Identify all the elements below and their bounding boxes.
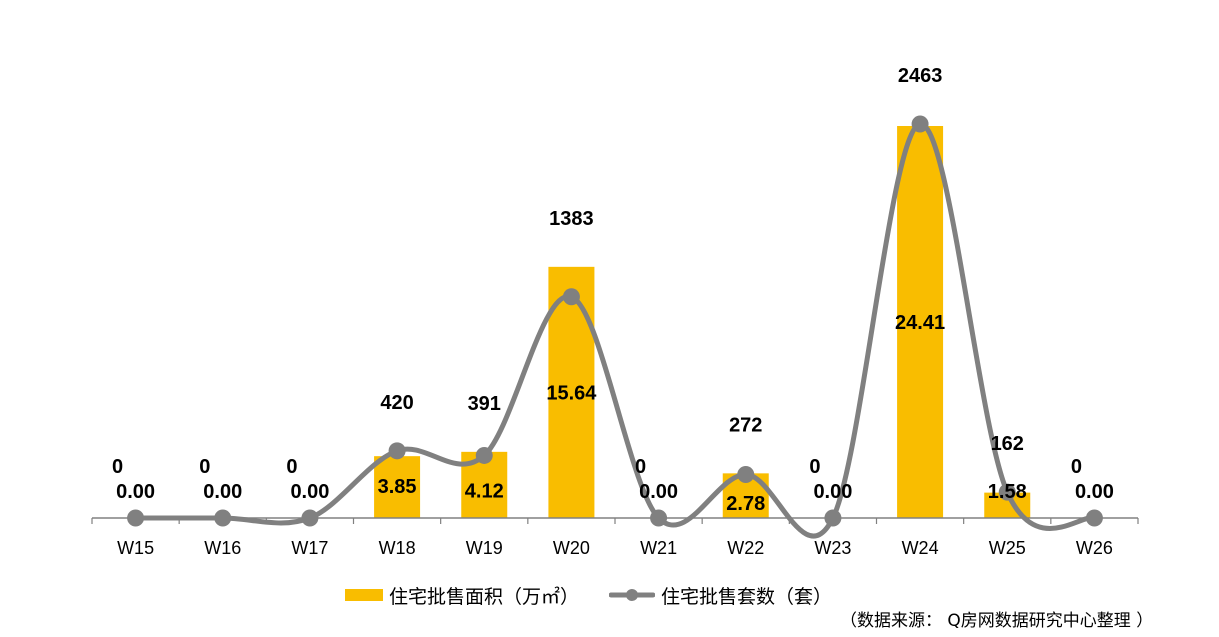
area-label: 0.00 bbox=[1075, 481, 1114, 503]
legend-line-swatch bbox=[609, 589, 656, 601]
count-label: 0 bbox=[199, 456, 210, 478]
x-tick-label: W26 bbox=[1076, 538, 1113, 558]
line-point-W25 bbox=[998, 483, 1016, 501]
x-tick-label: W18 bbox=[379, 538, 416, 558]
line-point-W18 bbox=[388, 442, 406, 460]
area-label: 3.85 bbox=[378, 476, 417, 498]
area-label: 0.00 bbox=[290, 481, 329, 503]
line-point-W15 bbox=[127, 509, 145, 527]
line-point-W19 bbox=[475, 446, 493, 464]
count-label: 0 bbox=[809, 456, 820, 478]
area-label: 15.64 bbox=[546, 382, 597, 404]
count-label: 2463 bbox=[898, 65, 943, 87]
area-label: 4.12 bbox=[465, 480, 504, 502]
count-label: 0 bbox=[1071, 456, 1082, 478]
x-tick-label: W19 bbox=[466, 538, 503, 558]
count-label: 0 bbox=[635, 456, 646, 478]
count-label: 391 bbox=[468, 393, 501, 415]
x-tick-label: W17 bbox=[291, 538, 328, 558]
line-point-W16 bbox=[214, 509, 232, 527]
area-label: 0.00 bbox=[813, 481, 852, 503]
count-label: 0 bbox=[112, 456, 123, 478]
legend-bar-swatch bbox=[345, 589, 383, 601]
count-label: 272 bbox=[729, 414, 762, 436]
bar-W18 bbox=[374, 456, 421, 518]
legend: 住宅批售面积（万㎡） 住宅批售套数（套） bbox=[345, 580, 862, 610]
x-tick-label: W21 bbox=[640, 538, 677, 558]
source-note: （数据来源： Q房网数据研究中心整理 ） bbox=[840, 611, 1154, 631]
legend-bar-label: 住宅批售面积（万㎡） bbox=[389, 585, 580, 608]
legend-line-label: 住宅批售套数（套） bbox=[661, 585, 833, 608]
count-label: 1383 bbox=[549, 208, 594, 230]
count-label: 420 bbox=[380, 392, 413, 414]
x-tick-label: W15 bbox=[117, 538, 154, 558]
line-point-W24 bbox=[911, 115, 929, 133]
bar-W20 bbox=[548, 266, 595, 518]
line-point-W21 bbox=[650, 509, 668, 527]
line-point-W23 bbox=[824, 509, 842, 527]
area-label: 0.00 bbox=[203, 481, 242, 503]
line-path bbox=[135, 121, 1096, 539]
x-axis: W15 W16 W17 W18 W19 W20 W21 W22 W23 W24 W25 W26 bbox=[91, 517, 1139, 558]
count-label: 0 bbox=[286, 456, 297, 478]
x-tick-label: W23 bbox=[814, 538, 851, 558]
x-tick-label: W22 bbox=[727, 538, 764, 558]
data-labels: 0 0.00 0 0.00 0 0.00 420 3.85 391 4.12 1383 15.64 0 0… bbox=[112, 65, 1114, 515]
area-label: 0.00 bbox=[639, 481, 678, 503]
line-point-W17 bbox=[301, 509, 319, 527]
line-point-W26 bbox=[1085, 509, 1103, 527]
area-label: 0.00 bbox=[116, 481, 155, 503]
line-point-W22 bbox=[737, 465, 755, 483]
area-label: 1.58 bbox=[988, 481, 1027, 503]
area-label: 2.78 bbox=[726, 493, 765, 515]
line-point-W20 bbox=[562, 288, 580, 306]
legend-item-area: 住宅批售面积（万㎡） bbox=[345, 582, 579, 609]
count-label: 162 bbox=[991, 433, 1024, 455]
area-label: 24.41 bbox=[895, 312, 945, 334]
x-tick-label: W25 bbox=[989, 538, 1026, 558]
legend-item-count: 住宅批售套数（套） bbox=[609, 582, 832, 609]
x-tick-label: W20 bbox=[553, 538, 590, 558]
bar-W24 bbox=[897, 126, 944, 518]
x-tick-label: W16 bbox=[204, 538, 241, 558]
line-series bbox=[127, 115, 1103, 539]
x-tick-label: W24 bbox=[902, 538, 939, 558]
